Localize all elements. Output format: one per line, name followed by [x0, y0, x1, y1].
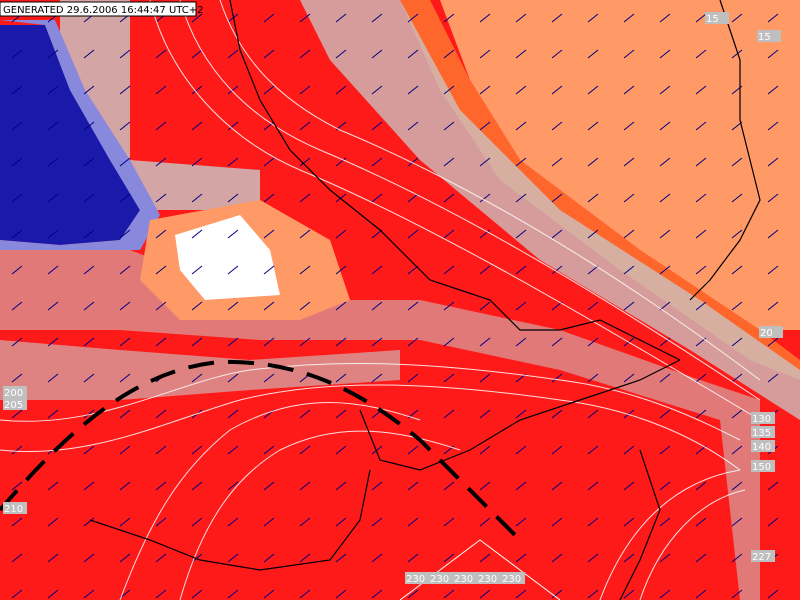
header-box [0, 1, 197, 17]
label-bg [757, 30, 781, 42]
contour-label: 135 [752, 428, 771, 439]
label-bg [3, 398, 27, 410]
contour-label: 205 [4, 400, 23, 411]
contour-label: 230 [478, 574, 497, 585]
contour-label: 130 [752, 414, 771, 425]
contour-label: 15 [758, 32, 771, 43]
contour-label: 210 [4, 504, 23, 515]
label-bg [429, 572, 453, 584]
label-bg [705, 12, 729, 24]
contour-label: 150 [752, 462, 771, 473]
generated-label: GENERATED 29.6.2006 16:44:47 UTC+2 [3, 5, 204, 16]
label-bg [405, 572, 429, 584]
contour-label: 227 [752, 552, 771, 563]
contour-label: 200 [4, 388, 23, 399]
label-bg [477, 572, 501, 584]
label-bg [759, 326, 783, 338]
contour-label: 15 [706, 14, 719, 25]
contour-label: 230 [454, 574, 473, 585]
label-bg [453, 572, 477, 584]
contours [0, 0, 761, 600]
borders [89, 0, 761, 600]
label-bg [3, 386, 27, 398]
label-bg [751, 440, 775, 452]
contour-label: 140 [752, 442, 771, 453]
contour-label: 230 [502, 574, 521, 585]
label-bg [3, 502, 27, 514]
label-bg [751, 412, 775, 424]
label-bg [751, 426, 775, 438]
label-bg [751, 550, 775, 562]
contour-label: 230 [430, 574, 449, 585]
front-line [0, 359, 522, 542]
label-bg [501, 572, 525, 584]
contour-label: 230 [406, 574, 425, 585]
contour-label: 20 [760, 328, 773, 339]
label-bg [751, 460, 775, 472]
